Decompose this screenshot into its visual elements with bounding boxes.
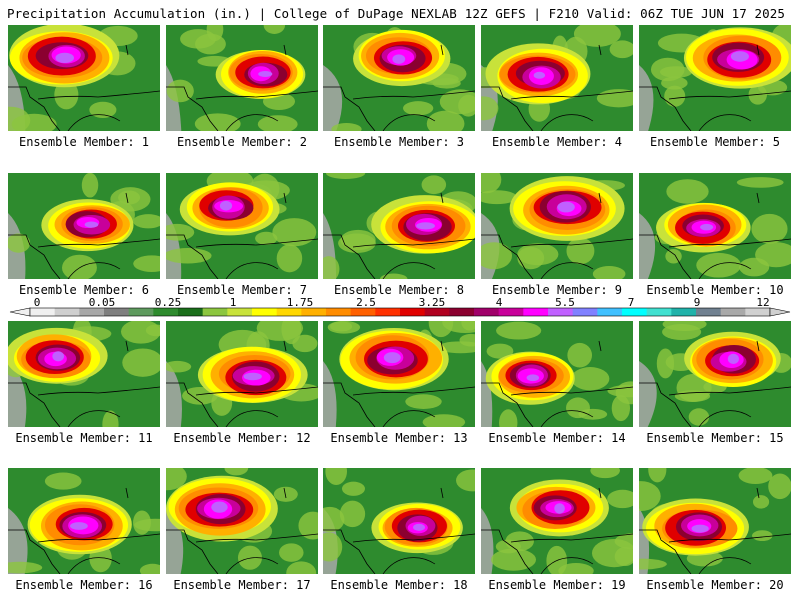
ensemble-panel-18	[323, 468, 475, 574]
ensemble-member-label: Ensemble Member: 6	[18, 283, 150, 297]
ensemble-member-label: Ensemble Member: 1	[18, 135, 150, 149]
ensemble-panel-6	[8, 173, 160, 279]
colorbar-tick-label: 5.5	[555, 296, 575, 309]
ensemble-panel-3	[323, 25, 475, 131]
colorbar-tick-label: 1	[229, 296, 237, 309]
ensemble-panel-4	[481, 25, 633, 131]
ensemble-member-label: Ensemble Member: 15	[646, 431, 784, 445]
ensemble-panel-5	[639, 25, 791, 131]
ensemble-panel-2	[166, 25, 318, 131]
ensemble-panel-8	[323, 173, 475, 279]
ensemble-panel-16	[8, 468, 160, 574]
ensemble-panel-7	[166, 173, 318, 279]
ensemble-member-label: Ensemble Member: 14	[488, 431, 626, 445]
ensemble-member-label: Ensemble Member: 12	[173, 431, 311, 445]
colorbar-tick-label: 0	[33, 296, 41, 309]
colorbar-tick-label: 0.25	[154, 296, 182, 309]
ensemble-member-label: Ensemble Member: 4	[491, 135, 623, 149]
colorbar-tick-label: 12	[756, 296, 770, 309]
ensemble-member-label: Ensemble Member: 17	[173, 578, 311, 592]
ensemble-panel-1	[8, 25, 160, 131]
ensemble-panel-13	[323, 321, 475, 427]
ensemble-member-label: Ensemble Member: 5	[649, 135, 781, 149]
colorbar-tick-label: 3.25	[418, 296, 446, 309]
header-title: Precipitation Accumulation (in.) | Colle…	[7, 6, 457, 21]
ensemble-panel-10	[639, 173, 791, 279]
ensemble-member-label: Ensemble Member: 19	[488, 578, 626, 592]
ensemble-panel-14	[481, 321, 633, 427]
ensemble-member-label: Ensemble Member: 9	[491, 283, 623, 297]
ensemble-member-label: Ensemble Member: 18	[330, 578, 468, 592]
header-run-info: 12Z GEFS | F210 Valid: 06Z TUE JUN 17 20…	[464, 6, 785, 21]
colorbar-tick-label: 9	[693, 296, 701, 309]
ensemble-member-label: Ensemble Member: 3	[333, 135, 465, 149]
colorbar-tick-label: 2.5	[356, 296, 376, 309]
ensemble-member-label: Ensemble Member: 20	[646, 578, 784, 592]
ensemble-member-label: Ensemble Member: 13	[330, 431, 468, 445]
ensemble-member-label: Ensemble Member: 16	[15, 578, 153, 592]
colorbar-tick-label: 1.75	[286, 296, 314, 309]
precip-colorbar	[9, 307, 791, 317]
ensemble-panel-9	[481, 173, 633, 279]
ensemble-member-label: Ensemble Member: 10	[646, 283, 784, 297]
ensemble-panel-17	[166, 468, 318, 574]
colorbar-tick-label: 7	[627, 296, 635, 309]
ensemble-member-label: Ensemble Member: 8	[333, 283, 465, 297]
ensemble-panel-11	[8, 321, 160, 427]
ensemble-panel-12	[166, 321, 318, 427]
ensemble-panel-15	[639, 321, 791, 427]
colorbar-tick-label: 0.05	[88, 296, 116, 309]
ensemble-member-label: Ensemble Member: 7	[176, 283, 308, 297]
ensemble-member-label: Ensemble Member: 11	[15, 431, 153, 445]
ensemble-member-label: Ensemble Member: 2	[176, 135, 308, 149]
ensemble-panel-20	[639, 468, 791, 574]
ensemble-panel-19	[481, 468, 633, 574]
colorbar-tick-label: 4	[495, 296, 503, 309]
